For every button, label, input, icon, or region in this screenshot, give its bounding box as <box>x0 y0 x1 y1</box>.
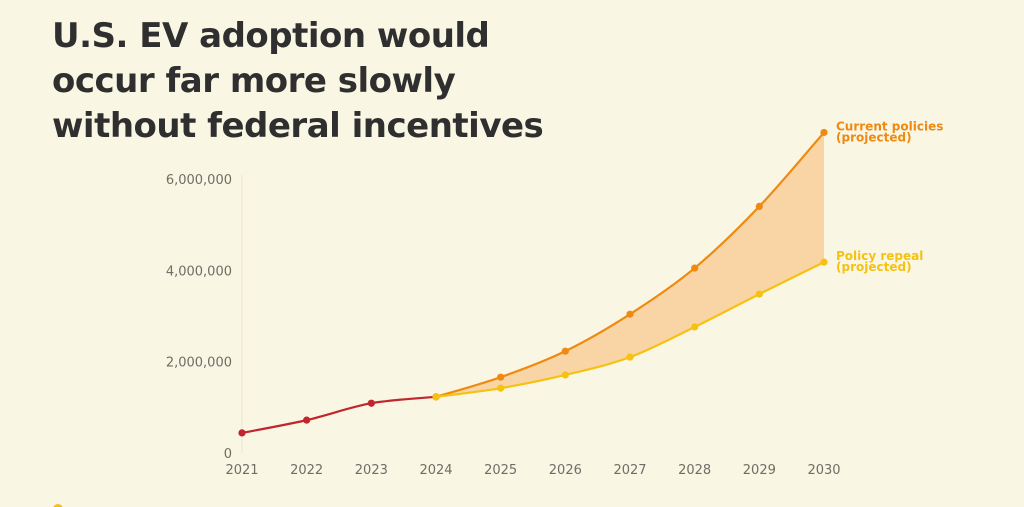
series-label-current: Current policies <box>836 119 943 133</box>
y-tick-label: 2,000,000 <box>166 356 232 371</box>
x-tick-label: 2025 <box>484 463 517 478</box>
legend-marker <box>53 504 63 507</box>
x-tick-label: 2022 <box>290 463 323 478</box>
series-label-repeal: (projected) <box>836 260 912 274</box>
data-point-repeal <box>497 384 505 392</box>
title-line: occur far more slowly <box>52 61 456 101</box>
data-point-repeal <box>432 393 440 401</box>
x-tick-label: 2024 <box>419 463 452 478</box>
data-point-historical <box>367 399 375 407</box>
data-point-current <box>691 264 699 272</box>
series-label-repeal: Policy repeal <box>836 249 923 263</box>
x-tick-label: 2027 <box>613 463 646 478</box>
data-point-repeal <box>820 258 828 266</box>
series-line-historical <box>241 395 437 434</box>
title-line: without federal incentives <box>52 106 544 146</box>
x-tick-label: 2030 <box>807 463 840 478</box>
x-tick-label: 2021 <box>225 463 258 478</box>
y-tick-label: 4,000,000 <box>166 264 232 279</box>
y-tick-label: 0 <box>224 447 232 462</box>
chart-title: U.S. EV adoption would occur far more sl… <box>52 14 572 149</box>
x-tick-label: 2026 <box>549 463 582 478</box>
data-point-historical <box>238 429 246 437</box>
data-point-current <box>820 128 828 137</box>
projection-gap-area <box>436 132 824 397</box>
data-point-repeal <box>691 323 699 331</box>
data-point-historical <box>303 416 311 424</box>
data-point-current <box>497 373 505 381</box>
data-point-current <box>626 310 634 318</box>
x-tick-label: 2023 <box>355 463 388 478</box>
series-label-current: (projected) <box>836 130 912 144</box>
data-point-repeal <box>755 290 763 298</box>
title-line: U.S. EV adoption would <box>52 16 490 56</box>
data-point-current <box>561 347 569 355</box>
x-tick-label: 2029 <box>743 463 776 478</box>
data-point-repeal <box>561 371 569 379</box>
x-tick-label: 2028 <box>678 463 711 478</box>
data-point-repeal <box>626 353 634 361</box>
y-tick-label: 6,000,000 <box>166 173 232 188</box>
data-point-current <box>755 202 763 210</box>
